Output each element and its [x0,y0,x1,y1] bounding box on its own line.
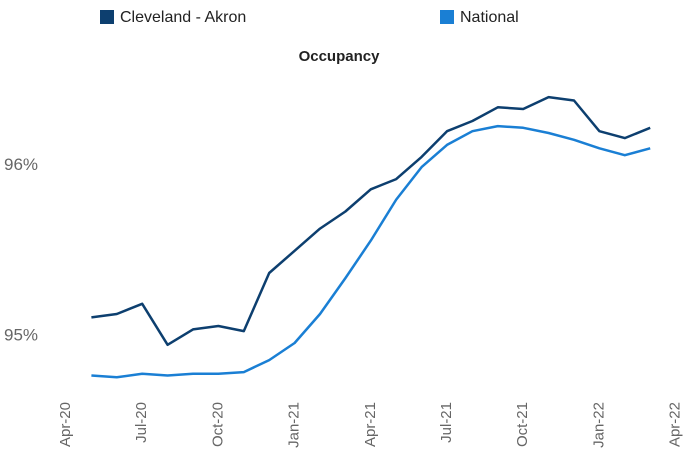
x-tick-label: Apr-21 [362,402,379,447]
x-tick-label: Jan-21 [286,402,303,448]
x-tick-label: Apr-20 [57,402,74,447]
legend-label: Cleveland - Akron [120,9,246,26]
line-series [91,124,651,379]
x-tick-label: Jul-20 [133,402,150,443]
y-tick-label: 95% [4,326,38,345]
legend-label: National [460,9,519,26]
y-tick-label: 96% [4,155,38,174]
x-tick-label: Jan-22 [590,402,607,448]
legend-swatch [440,10,454,24]
x-tick-label: Oct-20 [209,402,226,447]
legend-swatch [100,10,114,24]
x-tick-label: Oct-21 [514,402,531,447]
line-series [91,95,651,347]
x-tick-label: Apr-22 [667,402,684,447]
chart-title: Occupancy [299,48,381,65]
x-tick-label: Jul-21 [438,402,455,443]
